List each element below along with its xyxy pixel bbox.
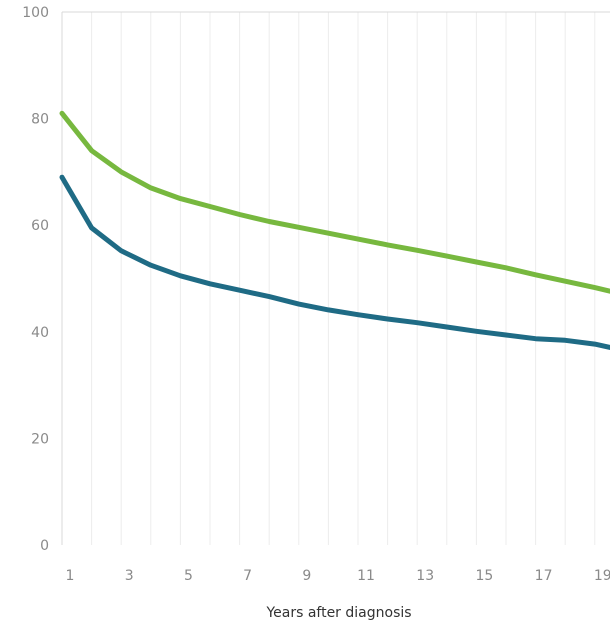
series-line-1 bbox=[59, 110, 610, 294]
x-tick-label: 19 bbox=[594, 568, 610, 584]
series-line-2 bbox=[59, 174, 610, 350]
plot-frame bbox=[61, 11, 610, 545]
y-tick-label: 40 bbox=[31, 325, 49, 341]
grid bbox=[61, 12, 596, 545]
x-tick-label: 17 bbox=[535, 568, 553, 584]
x-tick-label: 11 bbox=[357, 568, 375, 584]
y-axis-ticks: 0 20 40 60 80 100 bbox=[22, 5, 49, 554]
y-tick-label: 20 bbox=[31, 431, 49, 447]
x-axis-title: Years after diagnosis bbox=[265, 605, 411, 621]
x-tick-label: 1 bbox=[66, 568, 75, 584]
y-tick-label: 100 bbox=[22, 5, 49, 21]
x-tick-label: 13 bbox=[416, 568, 434, 584]
x-tick-label: 7 bbox=[243, 568, 252, 584]
y-tick-label: 60 bbox=[31, 218, 49, 234]
y-tick-label: 80 bbox=[31, 112, 49, 128]
x-tick-label: 15 bbox=[475, 568, 493, 584]
x-tick-label: 3 bbox=[125, 568, 134, 584]
y-tick-label: 0 bbox=[40, 538, 49, 554]
x-axis-ticks: 1 3 5 7 9 11 13 15 17 19 bbox=[66, 568, 610, 584]
x-tick-label: 9 bbox=[302, 568, 311, 584]
series-lines bbox=[59, 110, 610, 350]
x-tick-label: 5 bbox=[184, 568, 193, 584]
